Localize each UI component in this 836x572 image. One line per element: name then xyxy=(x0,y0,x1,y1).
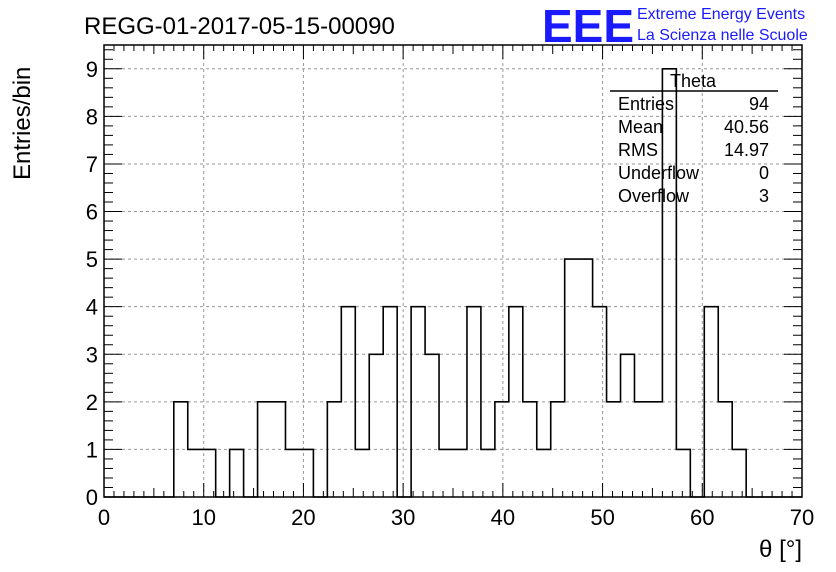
x-tick-label: 20 xyxy=(291,505,315,530)
y-tick-label: 5 xyxy=(86,247,98,272)
stats-overflow-value: 3 xyxy=(759,186,769,206)
stats-mean-label: Mean xyxy=(618,117,663,137)
y-tick-label: 4 xyxy=(86,295,98,320)
logo-line-1: Extreme Energy Events xyxy=(637,6,805,23)
stats-rms-value: 14.97 xyxy=(724,140,769,160)
stats-box: Theta Entries 94 Mean 40.56 RMS 14.97 Un… xyxy=(610,71,778,206)
stats-title: Theta xyxy=(670,71,717,91)
x-tick-label: 50 xyxy=(590,505,614,530)
axes-frame xyxy=(103,44,803,498)
y-tick-label: 6 xyxy=(86,200,98,225)
x-tick-label: 40 xyxy=(491,505,515,530)
y-tick-label: 2 xyxy=(86,390,98,415)
x-tick-label: 0 xyxy=(98,505,110,530)
stats-entries-value: 94 xyxy=(749,94,769,114)
y-tick-label: 3 xyxy=(86,342,98,367)
stats-mean-value: 40.56 xyxy=(724,117,769,137)
y-tick-label: 0 xyxy=(86,485,98,510)
y-tick-label: 8 xyxy=(86,104,98,129)
y-tick-label: 9 xyxy=(86,57,98,82)
x-tick-label: 30 xyxy=(391,505,415,530)
stats-underflow-value: 0 xyxy=(759,163,769,183)
eee-logo: EEE xyxy=(542,0,634,52)
histogram-series xyxy=(104,67,802,498)
x-tick-label: 60 xyxy=(690,505,714,530)
stats-rms-label: RMS xyxy=(618,140,658,160)
stats-underflow-label: Underflow xyxy=(618,163,700,183)
x-tick-label: 70 xyxy=(790,505,814,530)
x-tick-label: 10 xyxy=(191,505,215,530)
histogram-line xyxy=(104,67,802,498)
stats-entries-label: Entries xyxy=(618,94,674,114)
x-axis-label: θ [°] xyxy=(759,536,802,563)
y-tick-label: 1 xyxy=(86,437,98,462)
stats-overflow-label: Overflow xyxy=(618,186,690,206)
logo-line-2: La Scienza nelle Scuole xyxy=(637,27,808,44)
plot-frame xyxy=(103,44,803,498)
chart-title: REGG-01-2017-05-15-00090 xyxy=(84,13,395,40)
y-tick-label: 7 xyxy=(86,152,98,177)
y-axis-label: Entries/bin xyxy=(9,67,36,180)
grid-lines xyxy=(104,45,802,497)
